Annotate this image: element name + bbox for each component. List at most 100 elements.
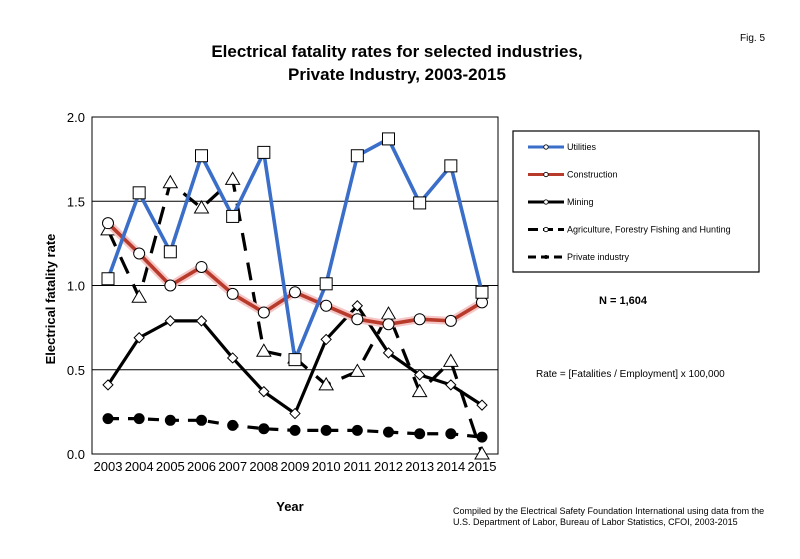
legend-marker	[544, 255, 548, 259]
data-point-marker	[102, 217, 114, 230]
data-point-marker	[289, 286, 301, 299]
data-point-marker	[164, 279, 177, 292]
data-point-marker	[258, 385, 270, 398]
legend-item: Utilities	[528, 142, 597, 152]
data-point-marker	[414, 428, 426, 440]
data-point-marker	[475, 285, 489, 299]
series-mining	[102, 300, 488, 420]
y-axis-label: Electrical fatality rate	[43, 234, 58, 365]
source-line-2: U.S. Department of Labor, Bureau of Labo…	[453, 517, 738, 527]
chart-title: Electrical fatality rates for selected i…	[211, 42, 582, 61]
data-point-marker	[474, 446, 490, 460]
data-point-marker	[162, 174, 179, 189]
legend-marker	[543, 171, 549, 178]
x-tick-label: 2014	[436, 459, 465, 474]
data-point-marker	[257, 306, 270, 319]
data-point-marker	[196, 414, 207, 426]
data-point-marker	[132, 186, 146, 200]
data-point-marker	[411, 383, 428, 398]
data-point-marker	[195, 149, 208, 163]
rate-formula: Rate = [Fatalities / Employment] x 100,0…	[536, 369, 725, 380]
chart-subtitle: Private Industry, 2003-2015	[288, 65, 506, 84]
x-tick-label: 2004	[125, 459, 154, 474]
data-point-marker	[193, 199, 210, 214]
data-point-marker	[257, 145, 271, 159]
y-tick-label: 1.0	[67, 279, 85, 294]
x-tick-label: 2011	[343, 459, 371, 474]
data-point-marker	[164, 315, 177, 327]
data-point-marker	[195, 315, 208, 327]
legend-item: Agriculture, Forestry Fishing and Huntin…	[528, 225, 731, 235]
data-point-marker	[413, 196, 427, 210]
y-tick-label: 1.5	[67, 194, 85, 209]
data-point-marker	[382, 347, 395, 359]
data-point-marker	[133, 332, 145, 344]
x-tick-label: 2008	[249, 459, 278, 474]
legend-label: Agriculture, Forestry Fishing and Huntin…	[567, 225, 731, 235]
y-tick-label: 0.5	[67, 363, 85, 378]
gridlines	[92, 200, 498, 371]
data-point-marker	[445, 379, 457, 391]
legend-label: Private industry	[567, 252, 630, 262]
legend-label: Mining	[567, 197, 594, 207]
data-point-marker	[444, 314, 457, 327]
x-tick-label: 2012	[374, 459, 403, 474]
data-point-marker	[163, 245, 177, 259]
y-tick-label: 2.0	[67, 110, 85, 125]
data-point-marker	[133, 413, 145, 425]
data-point-marker	[413, 313, 426, 326]
data-point-marker	[226, 209, 240, 223]
legend-marker	[543, 144, 549, 150]
x-tick-label: 2005	[156, 459, 185, 474]
legend-marker	[543, 226, 549, 233]
data-point-marker	[320, 299, 333, 312]
data-point-marker	[226, 352, 239, 364]
legend-item: Private industry	[528, 252, 630, 262]
data-point-marker	[383, 426, 394, 438]
data-point-marker	[382, 132, 395, 146]
data-point-marker	[413, 369, 426, 381]
data-point-marker	[101, 272, 115, 286]
data-point-marker	[442, 353, 459, 367]
data-point-marker	[133, 247, 146, 260]
data-point-marker	[164, 414, 176, 426]
data-point-marker	[349, 363, 366, 377]
x-tick-label: 2015	[468, 459, 497, 474]
figure-label: Fig. 5	[740, 33, 765, 44]
source-line-1: Compiled by the Electrical Safety Founda…	[453, 506, 764, 516]
data-point-marker	[350, 149, 364, 163]
series-construction	[102, 217, 488, 331]
legend-item: Mining	[528, 197, 594, 207]
x-tick-label: 2007	[218, 459, 247, 474]
series-private-industry	[102, 413, 488, 443]
data-point-marker	[226, 287, 239, 300]
y-axis-ticks: 0.0 0.5 1.0 1.5 2.0	[67, 110, 85, 462]
data-point-marker	[444, 159, 458, 173]
legend: Utilities Construction Mining Agriculture, …	[512, 130, 760, 273]
x-tick-label: 2006	[187, 459, 216, 474]
series-layer	[100, 132, 490, 460]
data-point-marker	[351, 313, 364, 326]
data-point-marker	[476, 399, 488, 411]
data-point-marker	[258, 423, 270, 435]
data-point-marker	[319, 277, 333, 291]
x-tick-label: 2009	[281, 459, 310, 474]
plot-area	[91, 116, 499, 460]
x-tick-label: 2003	[94, 459, 123, 474]
series-utilities	[101, 132, 489, 367]
x-tick-label: 2010	[312, 459, 341, 474]
data-point-marker	[289, 424, 301, 436]
x-axis-ticks: 2003 2004 2005 2006 2007 2008 2009 2010 2011 2012…	[94, 459, 497, 474]
data-point-marker	[131, 289, 148, 303]
data-point-marker	[102, 379, 114, 391]
data-point-marker	[102, 413, 114, 425]
y-tick-label: 0.0	[67, 447, 85, 462]
data-point-marker	[289, 407, 301, 420]
legend-item: Construction	[528, 170, 618, 180]
data-point-marker	[224, 171, 241, 185]
data-point-marker	[195, 260, 208, 273]
x-tick-label: 2013	[405, 459, 434, 474]
data-point-marker	[227, 419, 239, 431]
data-point-marker	[445, 428, 457, 440]
